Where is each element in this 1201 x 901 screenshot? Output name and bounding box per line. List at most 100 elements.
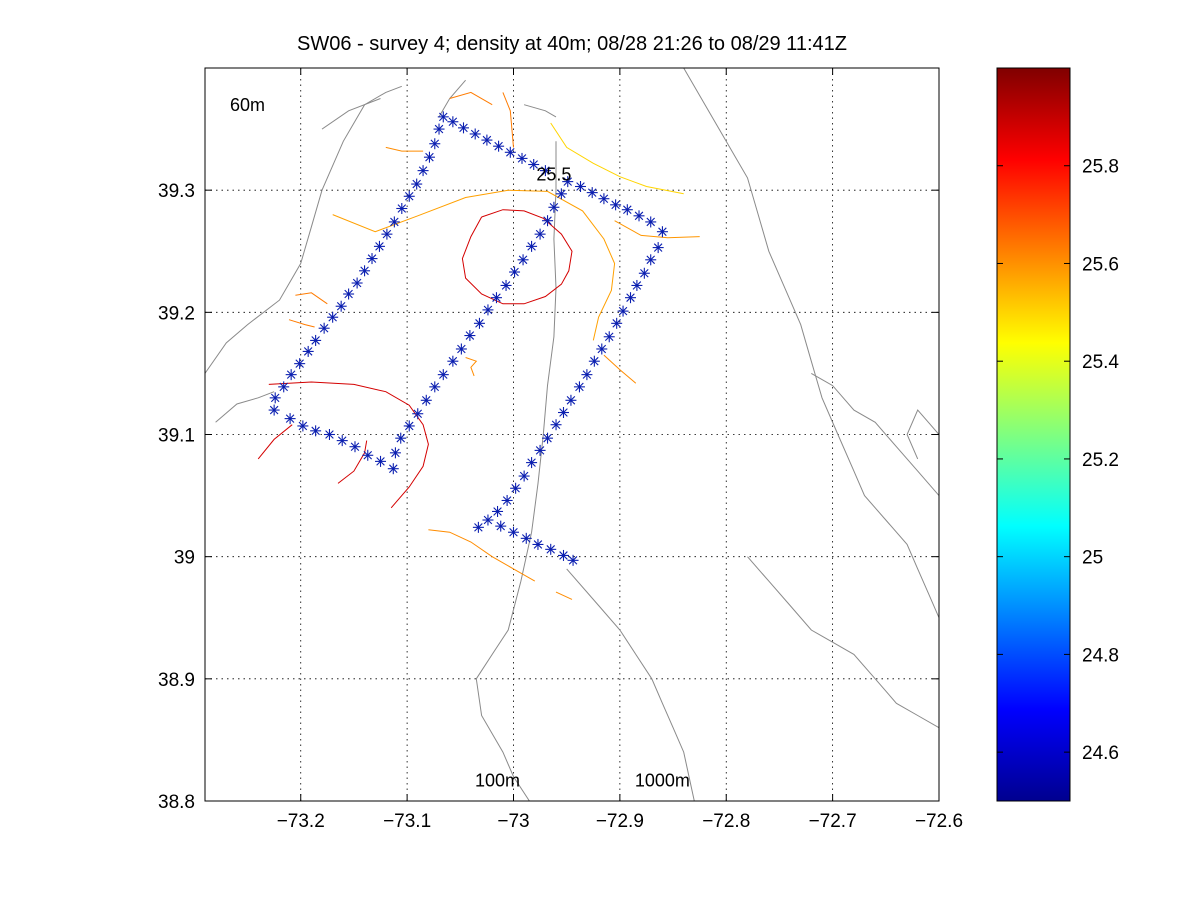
density-contour xyxy=(614,220,700,239)
station-marker xyxy=(534,228,546,240)
station-marker xyxy=(359,265,371,277)
station-marker xyxy=(457,122,469,134)
density-contour xyxy=(428,529,536,582)
station-marker xyxy=(490,292,502,304)
density-contour xyxy=(502,92,514,148)
station-marker xyxy=(447,116,459,128)
station-marker xyxy=(562,176,574,188)
station-marker xyxy=(362,449,374,461)
station-marker xyxy=(396,202,408,214)
station-marker xyxy=(603,331,615,343)
station-marker xyxy=(482,304,494,316)
x-tick-label: −72.8 xyxy=(702,811,750,832)
station-marker xyxy=(656,226,668,238)
station-marker xyxy=(539,165,551,177)
station-marker xyxy=(373,240,385,252)
station-marker xyxy=(403,420,415,432)
station-marker xyxy=(388,216,400,228)
colorbar-tick-label: 24.8 xyxy=(1082,645,1119,666)
station-marker xyxy=(501,494,513,506)
station-marker xyxy=(493,140,505,152)
x-tick-label: −73 xyxy=(497,811,529,832)
station-marker xyxy=(532,538,544,550)
station-marker xyxy=(516,152,528,164)
density-contour xyxy=(257,424,293,460)
station-marker xyxy=(420,394,432,406)
bathymetry-line xyxy=(205,85,402,374)
bathymetry-label: 1000m xyxy=(635,770,690,790)
station-marker xyxy=(507,526,519,538)
station-marker xyxy=(472,521,484,533)
x-tick-label: −72.6 xyxy=(915,811,963,832)
bathymetry-line xyxy=(566,568,695,801)
station-marker xyxy=(310,334,322,346)
station-marker xyxy=(417,165,429,177)
station-marker xyxy=(509,266,521,278)
station-marker xyxy=(610,199,622,211)
colorbar-tick-label: 25 xyxy=(1082,548,1103,569)
station-marker xyxy=(349,441,361,453)
station-marker xyxy=(581,369,593,381)
station-marker xyxy=(567,554,579,566)
station-marker xyxy=(395,432,407,444)
station-marker xyxy=(565,394,577,406)
station-marker xyxy=(631,279,643,291)
station-marker xyxy=(534,444,546,456)
y-tick-label: 38.9 xyxy=(158,670,195,691)
chart-title: SW06 - survey 4; density at 40m; 08/28 2… xyxy=(297,33,847,55)
station-marker xyxy=(557,549,569,561)
station-marker xyxy=(429,381,441,393)
station-marker xyxy=(482,514,494,526)
station-marker xyxy=(269,392,281,404)
station-marker xyxy=(433,123,445,135)
station-marker xyxy=(412,408,424,420)
colorbar-tick-label: 25.4 xyxy=(1082,352,1119,373)
bathymetry-line xyxy=(321,98,381,130)
bathymetry-line xyxy=(683,68,939,618)
x-tick-label: −72.7 xyxy=(809,811,857,832)
station-marker xyxy=(335,300,347,312)
station-marker xyxy=(336,435,348,447)
station-marker xyxy=(555,188,567,200)
y-tick-label: 39.1 xyxy=(158,426,195,447)
station-marker xyxy=(403,190,415,202)
density-contour xyxy=(332,189,616,341)
station-marker xyxy=(492,505,504,517)
station-marker xyxy=(596,343,608,355)
station-marker xyxy=(310,425,322,437)
station-marker xyxy=(327,311,339,323)
station-marker xyxy=(504,146,516,158)
station-marker xyxy=(285,369,297,381)
station-marker xyxy=(323,429,335,440)
station-marker xyxy=(351,277,363,289)
station-marker xyxy=(297,420,309,432)
station-marker xyxy=(284,413,296,425)
bathymetry-line xyxy=(523,104,557,118)
density-contour xyxy=(550,122,684,195)
bathymetry-line xyxy=(747,556,939,729)
station-marker xyxy=(375,455,387,467)
station-marker xyxy=(366,253,378,265)
station-marker xyxy=(437,369,449,381)
bathymetry-line xyxy=(906,409,939,460)
station-marker xyxy=(526,457,538,469)
density-contour xyxy=(385,146,424,152)
station-marker xyxy=(550,419,562,431)
colorbar-tick-label: 24.6 xyxy=(1082,743,1119,764)
station-marker xyxy=(294,358,306,370)
density-contour xyxy=(337,440,368,484)
density-contour xyxy=(295,292,328,305)
density-contour xyxy=(555,591,573,600)
bathymetry-line xyxy=(215,391,275,423)
station-marker xyxy=(389,447,401,459)
station-marker xyxy=(464,330,476,342)
station-marker xyxy=(638,267,650,279)
station-marker xyxy=(557,407,569,419)
station-marker xyxy=(495,520,507,532)
colorbar-tick-label: 25.6 xyxy=(1082,254,1119,275)
y-tick-label: 39.3 xyxy=(158,181,195,202)
y-axis: 38.8 38.9 39 39.1 39.2 39.3 xyxy=(158,181,939,813)
station-marker xyxy=(517,254,529,266)
density-contour xyxy=(449,91,493,106)
